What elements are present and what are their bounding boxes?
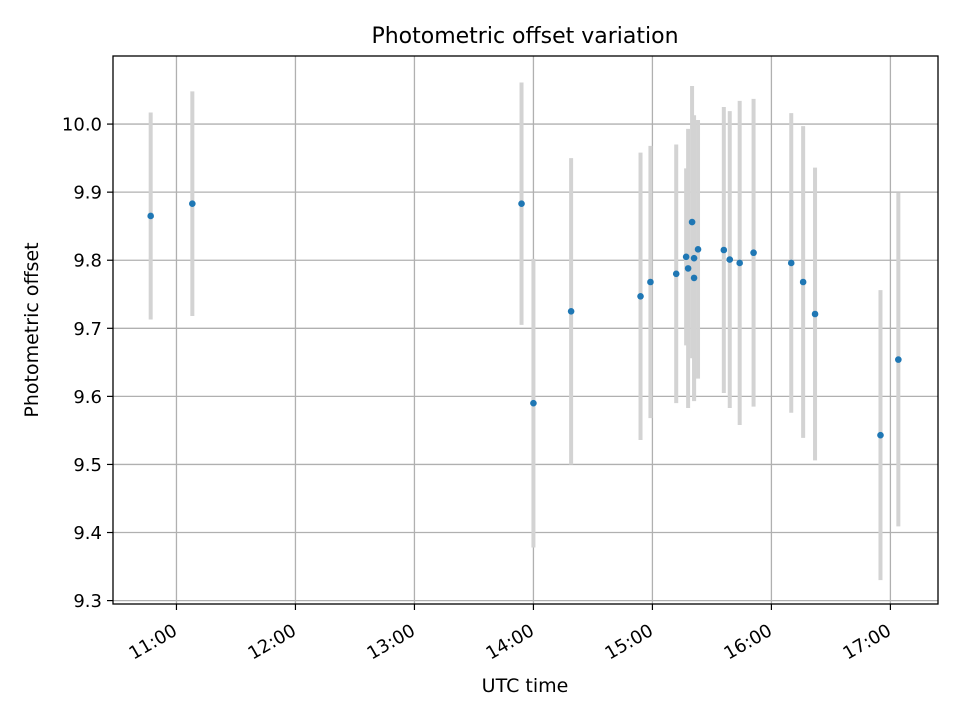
data-point <box>726 256 734 263</box>
y-tick-label: 9.3 <box>73 591 102 612</box>
data-point <box>694 246 702 253</box>
data-point <box>567 307 575 315</box>
plot-frame <box>112 55 939 605</box>
y-tick-label: 10.0 <box>62 115 102 136</box>
chart-title: Photometric offset variation <box>371 24 678 49</box>
y-tick-label: 9.8 <box>73 251 102 272</box>
data-point <box>799 278 807 286</box>
data-point <box>682 253 690 261</box>
data-point <box>720 246 728 254</box>
data-point <box>750 249 757 257</box>
data-point <box>189 200 196 208</box>
data-point <box>811 310 819 318</box>
y-tick-label: 9.4 <box>73 523 102 544</box>
data-point <box>787 259 795 267</box>
data-point <box>684 265 692 272</box>
y-tick-label: 9.6 <box>73 387 102 408</box>
data-point <box>690 254 698 262</box>
data-point <box>637 293 644 300</box>
data-point <box>690 274 698 282</box>
y-axis-ticks: 9.3 9.4 9.5 9.6 9.7 9.8 9.9 10.0 <box>62 115 113 612</box>
x-axis-title: UTC time <box>482 675 569 697</box>
y-tick-label: 9.9 <box>73 183 102 204</box>
data-point <box>147 212 154 220</box>
data-point <box>530 399 537 407</box>
data-point <box>895 356 902 363</box>
y-tick-label: 9.7 <box>73 319 102 340</box>
data-point <box>877 431 884 439</box>
data-point <box>672 270 680 278</box>
data-point <box>647 278 654 286</box>
data-point <box>736 259 743 267</box>
data-points <box>147 200 902 439</box>
data-point <box>688 218 696 226</box>
grid <box>113 56 938 604</box>
data-point <box>518 200 525 208</box>
y-tick-label: 9.5 <box>73 455 102 476</box>
y-axis-title: Photometric offset <box>21 242 43 417</box>
